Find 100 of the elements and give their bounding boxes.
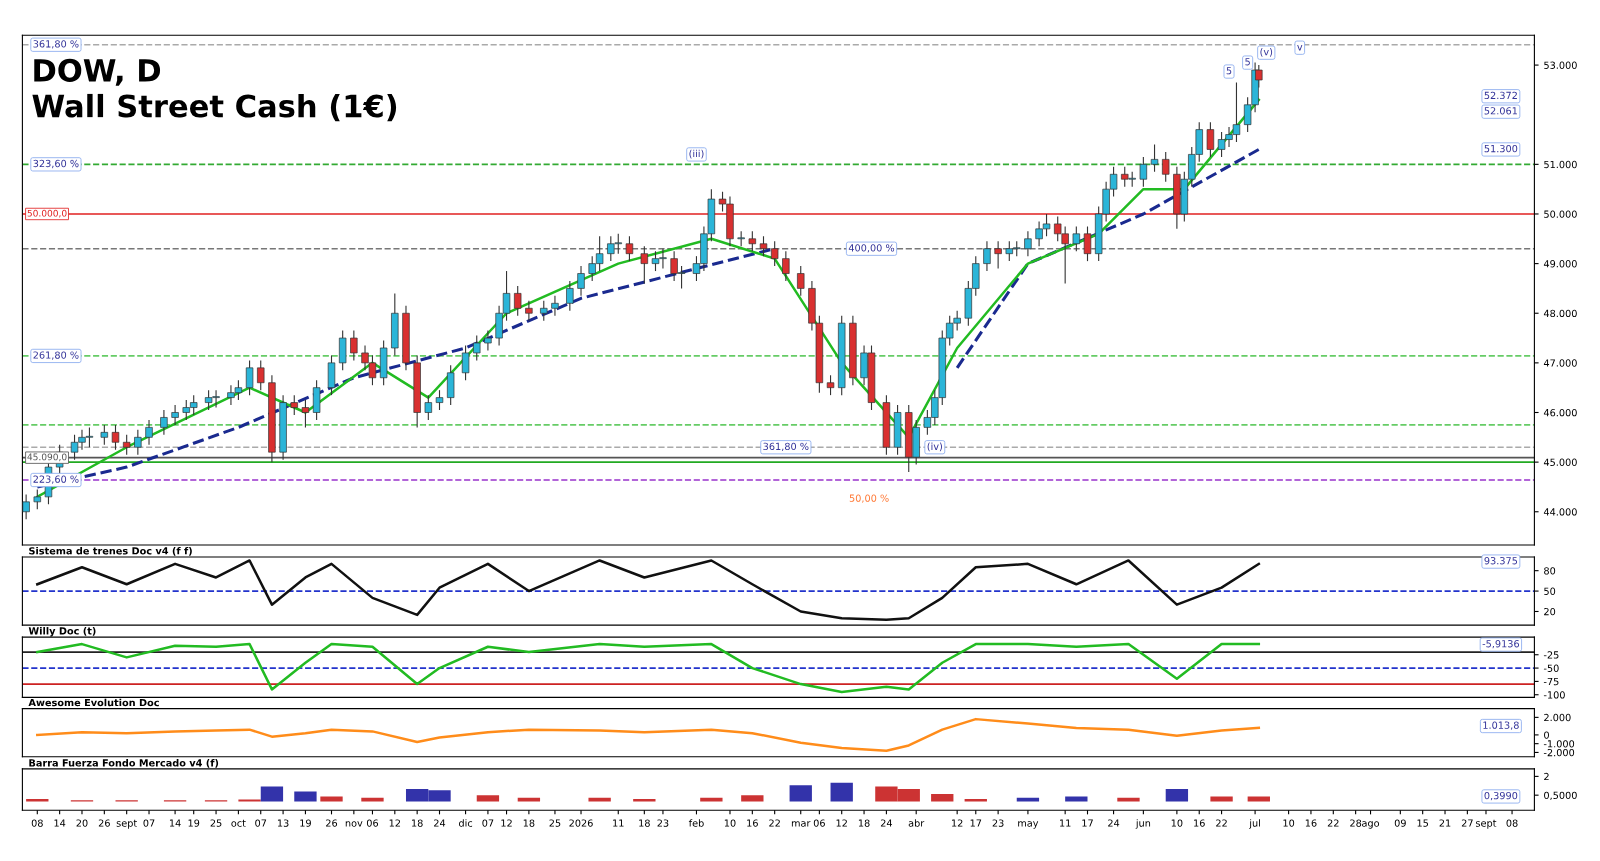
annotation: v — [1297, 45, 1303, 51]
candlestick — [540, 300, 548, 322]
x-tick-label: 20 — [76, 819, 88, 827]
y-tick-label: -75 — [1543, 678, 1559, 686]
bar — [320, 796, 343, 802]
y-tick-label: -2.000 — [1543, 748, 1575, 757]
x-tick-label: nov — [345, 821, 363, 827]
x-tick-label: sept — [1476, 819, 1497, 829]
x-tick-label: 10 — [1283, 819, 1295, 827]
x-tick-label: 12 — [836, 819, 847, 827]
x-tick-label: jun — [1135, 819, 1151, 829]
candlestick — [435, 389, 444, 411]
y-tick-label: -25 — [1543, 651, 1559, 659]
bar — [1065, 796, 1088, 802]
candlestick — [22, 493, 30, 520]
candlestick — [100, 424, 109, 446]
x-tick-label: 06 — [813, 819, 825, 827]
x-tick-label: 25 — [549, 819, 561, 827]
x-tick-label: 26 — [326, 819, 338, 827]
text: Wall Street Cash (1€) — [32, 93, 397, 122]
x-tick-label: 07 — [255, 819, 267, 827]
x-tick-label: 28 — [1350, 819, 1362, 827]
x-tick-label: dic — [459, 819, 473, 827]
bar — [1210, 796, 1233, 802]
y-tick-label: 50.000 — [1544, 210, 1577, 218]
x-tick-label: feb — [688, 819, 704, 827]
x-tick-label: 08 — [1506, 819, 1518, 827]
x-tick-label: 07 — [482, 819, 494, 827]
x-tick-label: 12 — [389, 819, 401, 827]
y-tick-label: 46.000 — [1543, 408, 1577, 417]
x-tick-label: 27 — [1461, 819, 1473, 827]
x-tick-label: 08 — [31, 819, 43, 827]
annotation: 261,80 % — [33, 351, 79, 360]
candlestick — [1206, 121, 1215, 158]
y-tick-label: 0 — [1544, 731, 1549, 739]
candlestick — [826, 374, 835, 396]
x-tick-label: 19 — [188, 819, 200, 827]
x-tick-label: oct — [231, 819, 246, 827]
line-series — [36, 717, 1261, 752]
candlestick — [424, 394, 433, 421]
candlestick — [301, 399, 310, 428]
x-tick-label: 16 — [1194, 819, 1205, 827]
x-tick-label: 18 — [639, 819, 650, 827]
x-tick-label: jul — [1249, 819, 1260, 829]
candlestick — [566, 280, 574, 312]
x-tick-label: 09 — [1394, 819, 1406, 827]
candlestick — [111, 424, 120, 451]
y-tick-label: 2.000 — [1544, 713, 1571, 722]
bar — [476, 795, 500, 802]
annotation: 5 — [1226, 67, 1232, 75]
y-tick-label: 45.000 — [1543, 458, 1577, 466]
x-tick-label: 24 — [434, 819, 446, 827]
annotation: (iv) — [927, 442, 942, 452]
x-tick-label: 19 — [300, 819, 311, 827]
x-tick-label: 12 — [952, 819, 963, 827]
y-tick-label: 51.000 — [1544, 160, 1577, 169]
candlestick — [1150, 143, 1159, 173]
candlestick — [797, 265, 805, 297]
annotation: -5,9136 — [1482, 640, 1520, 649]
line-series — [36, 559, 1261, 621]
x-tick-label: ago — [1362, 821, 1380, 829]
bar — [789, 785, 812, 802]
annotation: (v) — [1260, 47, 1273, 57]
y-tick-label: 44.000 — [1543, 508, 1577, 516]
candlestick — [171, 404, 179, 426]
line-series — [36, 642, 1261, 694]
bar — [741, 795, 764, 802]
x-tick-label: mar — [791, 821, 811, 827]
x-tick-label: 11 — [1060, 819, 1071, 827]
y-tick-label: 47.000 — [1543, 359, 1577, 367]
x-tick-label: 23 — [657, 819, 669, 827]
chart-title: Sistema de trenes Doc v4 (f f) — [29, 546, 192, 556]
y-tick-label: 53.000 — [1544, 61, 1577, 69]
x-tick-label: 06 — [366, 819, 379, 827]
candlestick — [640, 245, 649, 285]
x-tick-label: 18 — [412, 819, 423, 827]
annotation: 361,80 % — [763, 442, 809, 452]
y-tick-label: -1.000 — [1543, 740, 1575, 748]
annotation: 52.372 — [1484, 91, 1517, 100]
y-tick-label: 49.000 — [1543, 260, 1577, 268]
annotation: 400,00 % — [848, 244, 895, 253]
annotation: 93.375 — [1484, 557, 1518, 565]
ref-line-label: 50.000,0 — [27, 209, 67, 218]
candlestick — [290, 394, 298, 416]
candlestick — [759, 235, 768, 257]
bar — [1247, 796, 1270, 802]
candlestick — [551, 295, 559, 317]
candlestick — [770, 240, 779, 267]
x-tick-label: 24 — [1108, 819, 1120, 827]
x-tick-label: 13 — [277, 819, 289, 827]
x-tick-label: 25 — [210, 819, 222, 827]
chart-title: Willy Doc (t) — [28, 627, 96, 637]
x-tick-label: 18 — [523, 819, 535, 827]
candlestick — [473, 335, 481, 361]
ref-line-label: 45.090,0 — [27, 453, 67, 462]
candlestick — [1072, 225, 1081, 252]
x-tick-label: 16 — [1305, 819, 1317, 827]
bar — [294, 791, 317, 802]
candlestick — [1139, 156, 1148, 188]
x-tick-label: sept — [116, 819, 137, 829]
